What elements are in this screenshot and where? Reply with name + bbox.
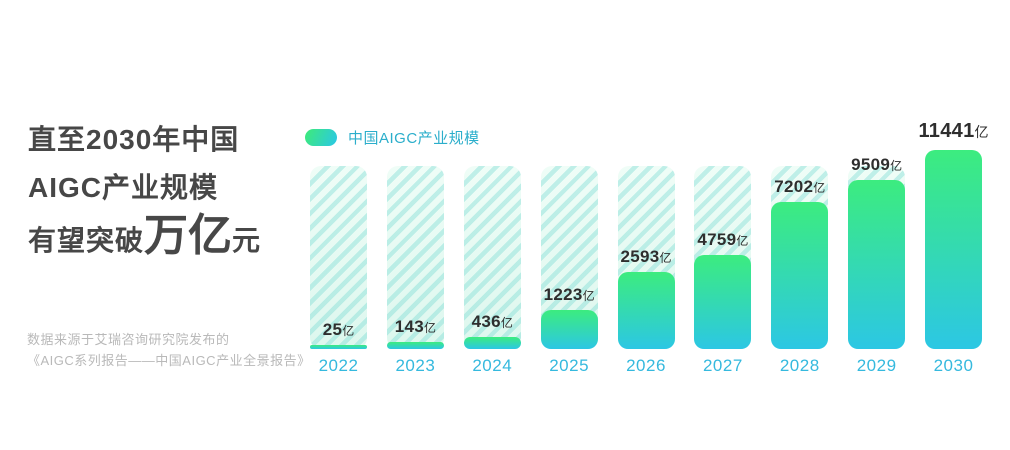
bar-value-label: 1223亿 [544,286,595,304]
bar-value-label: 11441亿 [918,121,988,141]
bar-value: 2593 [620,247,660,266]
bar-value: 143 [394,317,424,336]
bar-value-label: 9509亿 [851,156,902,174]
bar-unit: 亿 [659,251,672,265]
x-axis-label: 2024 [472,356,513,375]
bar-column: 1223亿 [540,149,598,349]
bar-fill [617,272,675,349]
headline-line3-prefix: 有望突破 [28,225,145,256]
source-line1: 数据来源于艾瑞咨询研究院发布的 [27,332,230,347]
bar-value-label: 4759亿 [697,231,748,249]
x-axis-label: 2023 [395,356,436,375]
x-axis-label: 2022 [318,356,359,375]
x-axis-label: 2028 [779,356,820,375]
bar-value: 7202 [774,177,814,196]
bar-value: 436 [471,312,501,331]
bar-column: 9509亿 [848,149,906,349]
bar-value: 1223 [543,285,583,304]
bar-value: 25 [322,320,343,339]
bar-unit: 亿 [974,124,989,140]
bar-unit: 亿 [813,181,826,195]
bar-column: 2593亿 [617,149,675,349]
headline-line3-emphasis: 万亿 [144,211,233,260]
legend-label: 中国AIGC产业规模 [348,130,480,147]
bar-unit: 亿 [890,159,903,173]
bar-fill [386,342,444,349]
bar-fill [310,345,367,349]
bar-fill [694,255,752,349]
bar-unit: 亿 [500,316,513,330]
bar-value-label: 436亿 [472,313,513,331]
bar-unit: 亿 [342,324,355,338]
bar-fill [771,202,829,349]
bar-fill [925,150,982,349]
bar-unit: 亿 [424,321,437,335]
bar-column: 7202亿 [771,149,829,349]
bar-value-label: 7202亿 [774,178,825,196]
bar-track [310,166,367,349]
headline: 直至2030年中国 AIGC产业规模 有望突破万亿元 [28,116,261,265]
bar-plot-area: 25亿 143亿 436亿 1223亿 2593亿 4759亿 7202亿 95… [310,121,989,349]
bar-track [463,166,521,349]
x-axis-label: 2029 [856,356,897,375]
bar-column: 4759亿 [694,149,752,349]
x-axis-label: 2026 [626,356,666,375]
bar-fill [463,337,521,349]
chart-legend: 中国AIGC产业规模 [305,127,480,148]
bar-value-label: 143亿 [395,318,436,336]
bar-value: 4759 [697,230,737,249]
headline-line3-suffix: 元 [232,225,262,256]
x-axis-label: 2030 [933,356,974,375]
bar-value-label: 25亿 [323,321,355,339]
bar-column: 11441亿 [918,121,989,349]
bar-value: 9509 [851,155,891,174]
bar-track [386,166,444,349]
bar-fill [848,180,906,349]
bar-fill [540,310,598,349]
bar-value-label: 2593亿 [620,248,671,266]
source-line2: 《AIGC系列报告——中国AIGC产业全景报告》 [27,353,311,368]
bar-unit: 亿 [582,289,595,303]
data-source-note: 数据来源于艾瑞咨询研究院发布的 《AIGC系列报告——中国AIGC产业全景报告》 [27,329,311,371]
bar-chart: 25亿 143亿 436亿 1223亿 2593亿 4759亿 7202亿 95… [310,121,989,376]
bar-column: 436亿 [463,149,521,349]
headline-line2: AIGC产业规模 [28,172,219,203]
x-axis-label: 2027 [702,356,743,375]
bar-column: 143亿 [386,149,444,349]
headline-line3: 有望突破万亿元 [28,212,261,265]
x-axis-label: 2025 [549,356,590,375]
bar-unit: 亿 [736,234,749,248]
x-axis: 2022 2023 2024 2025 2026 2027 2028 2029 … [310,356,982,376]
headline-line1: 直至2030年中国 [28,124,240,155]
bar-column: 25亿 [310,149,367,349]
bar-value: 11441 [918,120,975,142]
legend-swatch-icon [305,129,337,146]
